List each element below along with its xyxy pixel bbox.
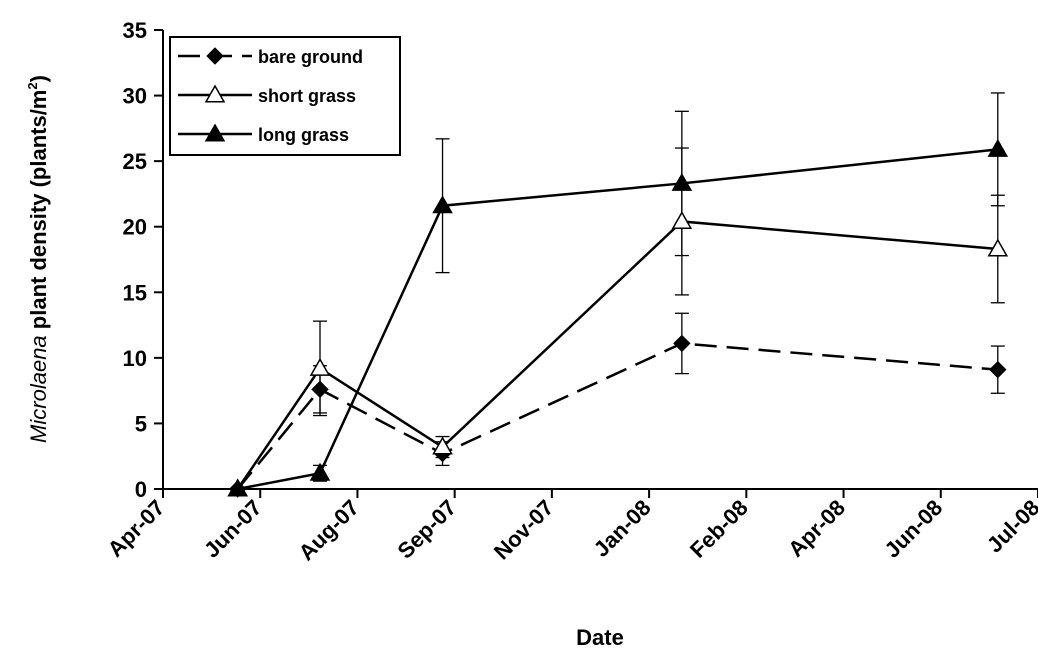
- y-tick-label: 35: [123, 18, 147, 43]
- y-tick-label: 20: [123, 215, 147, 240]
- y-tick-label: 15: [123, 280, 147, 305]
- x-ticks: Apr-07 Jun-07 Aug-07 Sep-07 Nov-07 Jan-08 Feb-…: [103, 489, 1038, 565]
- x-tick-label: Sep-07: [393, 495, 462, 564]
- legend-marker-short-grass: [204, 84, 226, 103]
- long-grass-data-point: [987, 138, 1009, 157]
- x-tick-label: Jan-08: [589, 495, 656, 562]
- y-axis-title-main: plant density (plants/m: [26, 90, 51, 336]
- x-tick-label: Apr-08: [783, 495, 850, 562]
- series-markers: [227, 138, 1009, 498]
- y-tick-label: 10: [123, 346, 147, 371]
- x-tick-label: Jul-08: [982, 495, 1038, 558]
- bare-ground-data-point: [673, 334, 691, 353]
- y-tick-label: 0: [135, 477, 147, 502]
- bare-ground-data-point: [989, 360, 1007, 379]
- x-tick-label: Jun-07: [199, 495, 267, 563]
- y-tick-label: 5: [135, 411, 147, 436]
- short-grass-data-point: [309, 357, 331, 376]
- error-bars: [313, 92, 1005, 482]
- long-grass-series-line: [237, 148, 998, 491]
- bare-ground-series-line: [236, 342, 998, 490]
- long-grass-data-point: [227, 478, 248, 497]
- x-tick-label: Aug-07: [294, 495, 364, 565]
- legend-marker-bare-ground: [206, 47, 224, 65]
- long-grass-data-point: [309, 462, 331, 481]
- legend-label-bare-ground: bare ground: [258, 47, 363, 67]
- y-axis-title-italic: Microlaena: [26, 335, 51, 443]
- x-tick-label: Feb-08: [685, 495, 753, 563]
- x-tick-label: Jun-08: [879, 495, 947, 563]
- y-axis-title-sup: 2: [25, 82, 40, 89]
- series-lines: [236, 148, 998, 491]
- legend: bare ground short grass long grass: [169, 36, 401, 156]
- axes: [162, 30, 1038, 490]
- legend-marker-long-grass: [204, 123, 226, 142]
- x-tick-label: Apr-07: [103, 495, 170, 562]
- short-grass-series-line: [236, 220, 998, 490]
- short-grass-data-point: [671, 210, 693, 229]
- bare-ground-data-point: [311, 380, 329, 399]
- y-axis-title-close: ): [26, 75, 51, 82]
- legend-label-long-grass: long grass: [258, 125, 349, 145]
- short-grass-data-point: [432, 436, 453, 455]
- legend-label-short-grass: short grass: [258, 86, 356, 106]
- y-tick-label: 30: [123, 84, 147, 109]
- y-axis-title: Microlaena plant density (plants/m2): [25, 75, 51, 443]
- x-axis-title: Date: [576, 625, 624, 650]
- long-grass-data-point: [671, 172, 693, 191]
- short-grass-data-point: [987, 238, 1009, 257]
- long-grass-data-point: [432, 195, 453, 214]
- y-ticks: 0 5 10 15 20 25 30 35: [123, 18, 163, 502]
- y-tick-label: 25: [123, 149, 147, 174]
- x-tick-label: Nov-07: [489, 495, 559, 565]
